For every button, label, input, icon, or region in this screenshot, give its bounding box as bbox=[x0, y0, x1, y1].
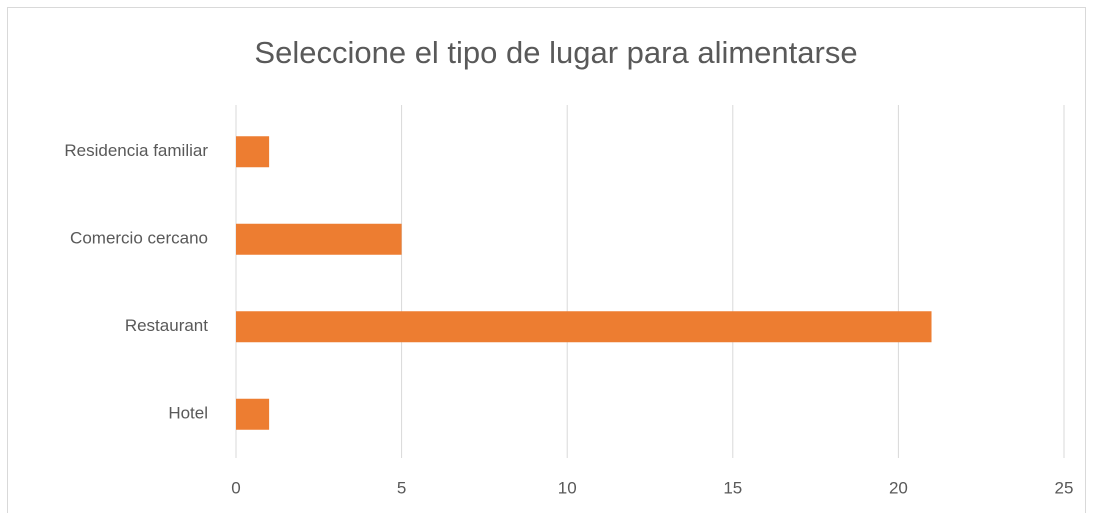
x-tick-label: 10 bbox=[558, 478, 577, 497]
bar bbox=[236, 136, 270, 168]
y-tick-label: Comercio cercano bbox=[70, 229, 208, 248]
y-tick-label: Hotel bbox=[168, 404, 208, 423]
chart-title: Seleccione el tipo de lugar para aliment… bbox=[254, 35, 857, 70]
bar bbox=[236, 398, 270, 430]
y-tick-label: Residencia familiar bbox=[64, 141, 208, 160]
x-tick-label: 25 bbox=[1055, 478, 1074, 497]
x-tick-label: 15 bbox=[723, 478, 742, 497]
y-tick-label: Restaurant bbox=[125, 316, 208, 335]
x-tick-label: 5 bbox=[397, 478, 406, 497]
x-tick-label: 0 bbox=[231, 478, 240, 497]
bar bbox=[236, 311, 932, 343]
chart-border bbox=[7, 7, 1086, 513]
bar bbox=[236, 223, 402, 255]
x-tick-label: 20 bbox=[889, 478, 908, 497]
